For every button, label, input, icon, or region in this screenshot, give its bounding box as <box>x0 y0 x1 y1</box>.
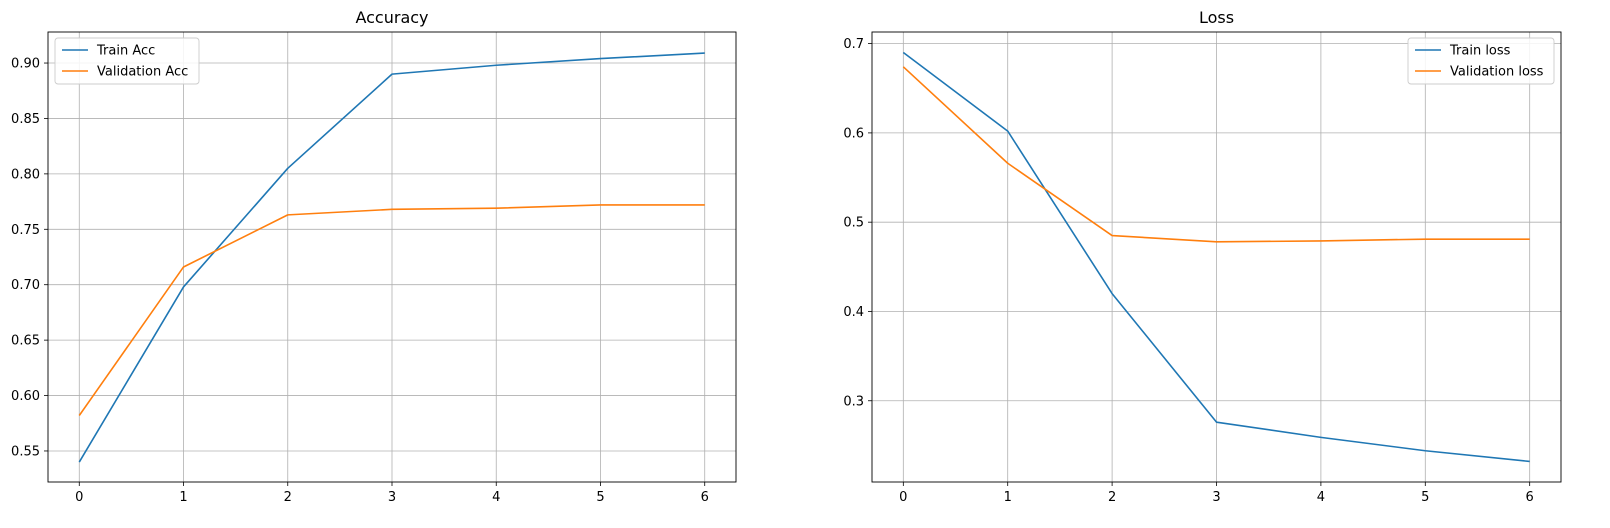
legend-box <box>54 37 200 85</box>
y-tick-label: 0.75 <box>11 223 40 238</box>
subplot-loss: 0 1 2 3 4 5 6 0.3 0.4 0.5 0.6 0.7 Loss Train loss Vali… <box>843 8 1562 505</box>
y-tick-label: 0.65 <box>11 334 40 349</box>
x-tick-label: 3 <box>1212 490 1220 505</box>
legend-box <box>1407 37 1555 85</box>
x-tick-label: 2 <box>1108 490 1116 505</box>
legend-label: Train loss <box>1449 44 1511 59</box>
axes-frame <box>871 31 1562 483</box>
x-tick-label: 6 <box>701 490 709 505</box>
chart-title: Accuracy <box>355 8 428 27</box>
legend-label: Validation loss <box>1450 65 1544 80</box>
y-tick-label: 0.70 <box>11 278 40 293</box>
chart-title: Loss <box>1199 8 1234 27</box>
legend: Train Acc Validation Acc <box>54 37 200 85</box>
x-tick-label: 4 <box>492 490 500 505</box>
x-tick-label: 0 <box>75 490 83 505</box>
x-tick-label: 0 <box>899 490 907 505</box>
series-line-validation-loss <box>902 66 1530 243</box>
y-tick-label: 0.85 <box>11 112 40 127</box>
y-tick-label: 0.60 <box>11 389 40 404</box>
subplot-accuracy: 0 1 2 3 4 5 6 0.55 0.60 0.65 0.70 0.75 0.80 0.85 0.90 A… <box>11 8 737 505</box>
y-tick-label: 0.3 <box>843 394 864 409</box>
y-tick-label: 0.80 <box>11 167 40 182</box>
x-tick-label: 6 <box>1526 490 1534 505</box>
axes-frame <box>47 31 737 483</box>
x-tick-label: 2 <box>284 490 292 505</box>
y-tick-label: 0.4 <box>843 305 864 320</box>
x-tick-label: 5 <box>596 490 604 505</box>
y-tick-label: 0.6 <box>843 126 864 141</box>
x-tick-label: 4 <box>1317 490 1325 505</box>
x-tick-label: 1 <box>1004 490 1012 505</box>
legend-label: Validation Acc <box>97 65 188 80</box>
series-line-validation-acc <box>78 204 705 416</box>
y-tick-label: 0.90 <box>11 57 40 72</box>
x-tick-label: 3 <box>388 490 396 505</box>
legend-label: Train Acc <box>96 44 155 59</box>
series-line-train-loss <box>902 51 1530 463</box>
y-tick-label: 0.5 <box>843 216 864 231</box>
x-tick-label: 1 <box>179 490 187 505</box>
y-tick-label: 0.7 <box>843 37 864 52</box>
x-tick-label: 5 <box>1421 490 1429 505</box>
legend: Train loss Validation loss <box>1407 37 1555 85</box>
y-tick-label: 0.55 <box>11 444 40 459</box>
series-line-train-acc <box>78 52 705 463</box>
